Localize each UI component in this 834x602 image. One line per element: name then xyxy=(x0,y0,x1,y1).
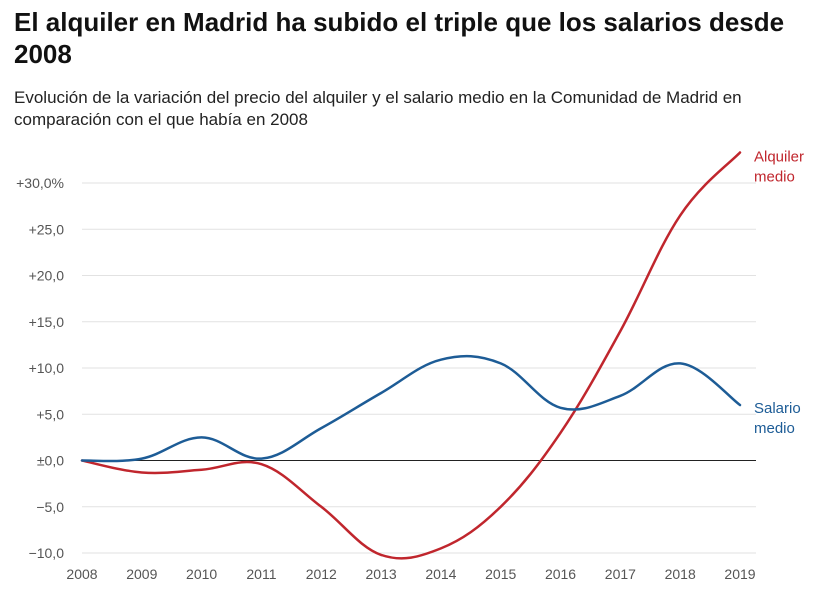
y-tick-label: +25,0 xyxy=(29,221,65,237)
y-axis-labels: +30,0% +25,0 +20,0 +15,0 +10,0 +5,0 ±0,0 −5,0 −1… xyxy=(16,175,64,561)
y-tick-label: ±0,0 xyxy=(37,453,64,469)
y-tick-label: +15,0 xyxy=(29,314,65,330)
x-tick-label: 2019 xyxy=(724,566,755,582)
series-label-line: medio xyxy=(754,420,795,437)
y-tick-label: −10,0 xyxy=(29,545,65,561)
chart-title: El alquiler en Madrid ha subido el tripl… xyxy=(14,7,785,69)
series-label-line: medio xyxy=(754,168,795,185)
y-tick-label: +5,0 xyxy=(36,406,64,422)
series-line-alquiler-medio xyxy=(80,151,742,560)
series-label-salario-medio: Salario medio xyxy=(754,400,801,437)
x-tick-label: 2010 xyxy=(186,566,217,582)
x-axis-labels: 2008 2009 2010 2011 2012 2013 2014 2015 2016 2017… xyxy=(66,566,755,582)
x-tick-label: 2015 xyxy=(485,566,516,582)
series-label-line: Salario xyxy=(754,400,801,417)
series-labels: Alquiler medio Salario medio xyxy=(754,148,804,437)
x-tick-label: 2011 xyxy=(246,566,276,582)
chart-subtitle: Evolución de la variación del precio del… xyxy=(14,88,742,129)
y-tick-label: −5,0 xyxy=(36,499,64,515)
x-tick-label: 2009 xyxy=(126,566,157,582)
series-label-line: Alquiler xyxy=(754,148,804,165)
series-layer xyxy=(80,151,742,560)
x-tick-label: 2014 xyxy=(425,566,456,582)
series-line-salario-medio xyxy=(80,354,742,463)
x-tick-label: 2017 xyxy=(605,566,636,582)
y-tick-label: +10,0 xyxy=(29,360,65,376)
x-tick-label: 2016 xyxy=(545,566,576,582)
y-tick-label: +30,0% xyxy=(16,175,64,191)
x-tick-label: 2012 xyxy=(306,566,337,582)
series-label-alquiler-medio: Alquiler medio xyxy=(754,148,804,185)
y-tick-label: +20,0 xyxy=(29,268,65,284)
x-tick-label: 2018 xyxy=(665,566,696,582)
x-tick-label: 2013 xyxy=(366,566,397,582)
x-tick-label: 2008 xyxy=(66,566,97,582)
